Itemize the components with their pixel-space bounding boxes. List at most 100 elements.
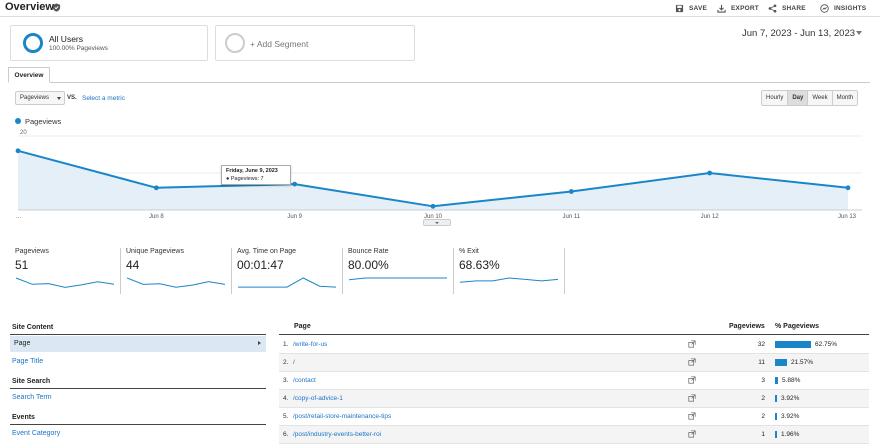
sparkline (15, 277, 115, 288)
segment-subtitle: 100.00% Pageviews (49, 45, 108, 52)
nav-divider (10, 334, 266, 335)
y-tick-label: 20 (20, 130, 27, 136)
row-page-link[interactable]: /post/retail-store-maintenance-tips (293, 413, 392, 420)
scorecard-name: Avg. Time on Page (237, 248, 297, 255)
scorecard-pageviews[interactable]: Pageviews 51 (15, 248, 115, 294)
insights-button[interactable]: INSIGHTS (820, 2, 866, 14)
table-row[interactable]: 3. /contact 3 5.88% (279, 372, 869, 390)
save-label: SAVE (689, 4, 708, 12)
row-page-link[interactable]: /write-for-us (293, 341, 328, 348)
table-row[interactable]: 1. /write-for-us 32 62.75% (279, 336, 869, 354)
scorecard-avg-time[interactable]: Avg. Time on Page 00:01:47 (237, 248, 337, 294)
nav-item-event-category[interactable]: Event Category (12, 430, 61, 437)
table-row[interactable]: 5. /post/retail-store-maintenance-tips 2 3.… (279, 408, 869, 426)
chart-tooltip: Friday, June 9, 2023 ● Pageviews: 7 (221, 165, 291, 185)
scorecard-divider (453, 248, 454, 294)
insights-label: INSIGHTS (834, 4, 867, 12)
row-index: 6. (283, 431, 289, 438)
open-page-icon[interactable] (688, 376, 696, 384)
table-row[interactable]: 2. / 11 21.57% (279, 354, 869, 372)
vs-label: VS. (67, 95, 77, 101)
data-point (845, 185, 851, 191)
scorecard-divider (120, 248, 121, 294)
row-page-link[interactable]: /post/industry-events-better-roi (293, 431, 382, 438)
row-pageviews: 11 (758, 359, 765, 366)
segment-all-users[interactable]: All Users 100.00% Pageviews (10, 25, 208, 61)
row-pageviews: 2 (761, 413, 765, 420)
select-metric-link[interactable]: Select a metric (82, 95, 125, 102)
tooltip-value: ● Pageviews: 7 (226, 176, 264, 182)
data-point (430, 203, 436, 209)
nav-divider (10, 424, 266, 425)
granularity-day[interactable]: Day (788, 91, 809, 105)
granularity-month[interactable]: Month (832, 91, 858, 105)
data-point (15, 148, 21, 154)
date-range-caret-icon[interactable] (856, 31, 862, 35)
open-page-icon[interactable] (688, 430, 696, 438)
sparkline-path (126, 277, 226, 288)
data-point (292, 181, 298, 187)
export-button[interactable]: EXPORT (717, 2, 759, 14)
granularity-hourly[interactable]: Hourly (762, 91, 789, 105)
row-pct: 21.57% (791, 359, 814, 366)
share-label: SHARE (782, 4, 806, 12)
row-index: 4. (283, 395, 289, 402)
chart-resize-handle[interactable] (423, 219, 451, 226)
sparkline-path (238, 277, 337, 288)
scorecard-divider (564, 248, 565, 294)
scorecard-name: Pageviews (15, 248, 49, 255)
table-row[interactable]: 4. /copy-of-advice-1 2 3.92% (279, 390, 869, 408)
share-button[interactable]: SHARE (768, 2, 806, 14)
row-pct-bar (775, 413, 777, 420)
legend-label: Pageviews (25, 117, 62, 126)
metric-select-value: Pageviews (20, 95, 50, 101)
row-pct-bar (775, 341, 811, 348)
x-tick-label: Jun 8 (149, 214, 164, 220)
row-page-link[interactable]: / (293, 359, 295, 366)
nav-divider (10, 388, 266, 389)
table-header-pct-pageviews[interactable]: % Pageviews (775, 323, 819, 330)
table-row[interactable]: 6. /post/industry-events-better-roi 1 1.96% (279, 426, 869, 444)
row-index: 5. (283, 413, 289, 420)
empty-segment-ring-icon (225, 33, 245, 53)
x-tick-label: Jun 10 (424, 214, 443, 220)
page-title: Overview (5, 1, 54, 13)
table-header-page[interactable]: Page (294, 323, 311, 330)
scorecard-exit[interactable]: % Exit 68.63% (459, 248, 559, 294)
row-index: 2. (283, 359, 289, 366)
nav-item-label: Page (14, 340, 31, 347)
row-pct: 1.96% (781, 431, 800, 438)
scorecard-unique-pageviews[interactable]: Unique Pageviews 44 (126, 248, 226, 294)
add-segment-button[interactable]: + Add Segment (215, 25, 415, 61)
tab-overview[interactable]: Overview (8, 67, 50, 83)
row-pct: 5.88% (782, 377, 801, 384)
save-button[interactable]: SAVE (675, 2, 707, 14)
sparkline-path (459, 277, 559, 283)
row-pct-bar (775, 395, 777, 402)
row-pct: 3.92% (781, 413, 800, 420)
chevron-right-icon (258, 341, 261, 345)
open-page-icon[interactable] (688, 358, 696, 366)
x-tick-label: Jun 9 (287, 214, 302, 220)
nav-item-page[interactable]: Page (10, 336, 266, 352)
row-index: 1. (283, 341, 289, 348)
open-page-icon[interactable] (688, 412, 696, 420)
row-pct-bar (775, 431, 777, 438)
chevron-down-icon (435, 222, 439, 224)
row-page-link[interactable]: /copy-of-advice-1 (293, 395, 343, 402)
open-page-icon[interactable] (688, 340, 696, 348)
scorecard-divider (342, 248, 343, 294)
open-page-icon[interactable] (688, 394, 696, 402)
metric-select[interactable]: Pageviews (15, 91, 65, 105)
tooltip-value-text: Pageviews: 7 (230, 176, 264, 182)
tab-underline (8, 82, 870, 83)
nav-item-search-term[interactable]: Search Term (12, 394, 52, 401)
row-page-link[interactable]: /contact (293, 377, 316, 384)
table-header-pageviews[interactable]: Pageviews (729, 323, 765, 330)
scorecard-bounce-rate[interactable]: Bounce Rate 80.00% (348, 248, 448, 294)
segment-name: All Users (49, 34, 84, 44)
nav-item-page-title[interactable]: Page Title (12, 358, 44, 365)
date-range-picker[interactable]: Jun 7, 2023 - Jun 13, 2023 (742, 28, 856, 39)
granularity-week[interactable]: Week (808, 91, 833, 105)
